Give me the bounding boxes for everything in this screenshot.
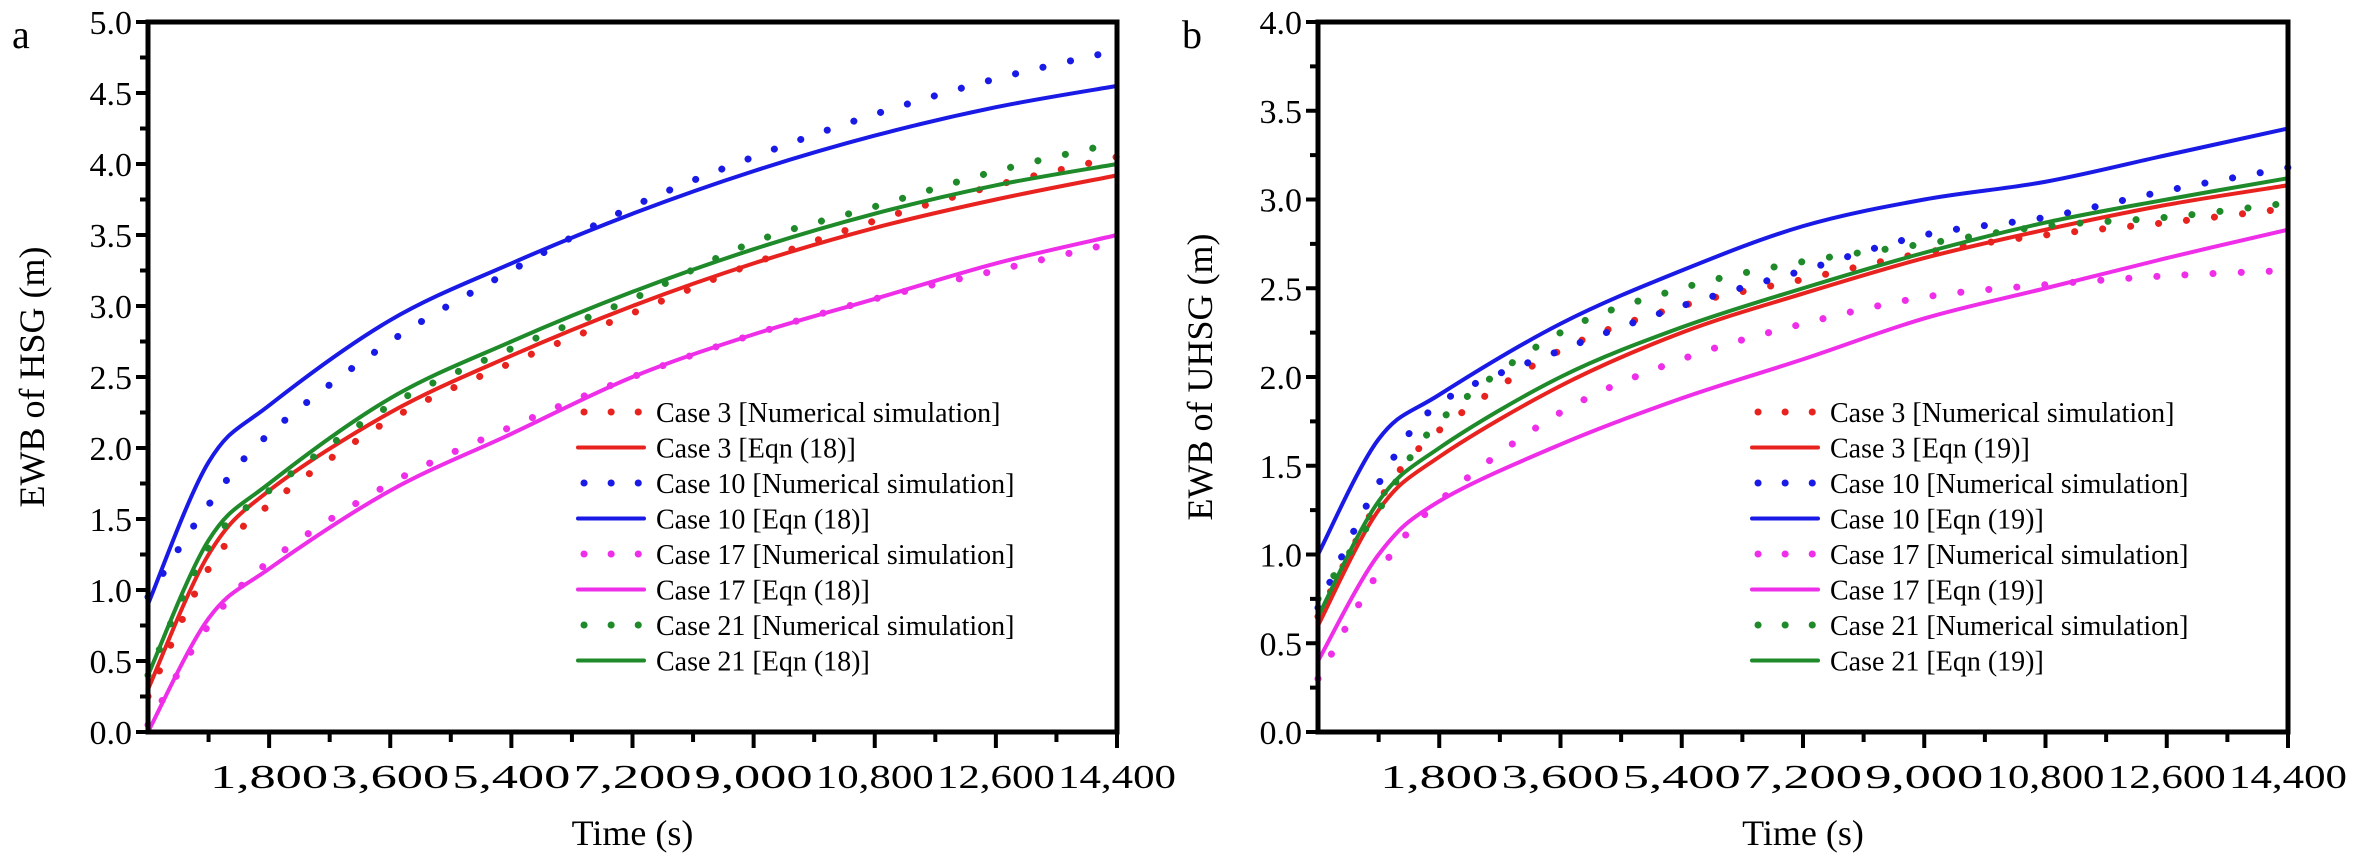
x-tick-label: 12,600: [937, 759, 1055, 796]
legend-label: Case 10 [Eqn (19)]: [1830, 505, 2044, 536]
y-tick-label: 3.5: [90, 218, 133, 255]
y-tick-label: 0.0: [1260, 715, 1303, 752]
legend-label: Case 21 [Eqn (18)]: [656, 647, 870, 678]
legend-label: Case 17 [Eqn (18)]: [656, 576, 870, 607]
legend-label: Case 3 [Numerical simulation]: [656, 398, 1000, 429]
y-tick-label: 4.0: [90, 147, 133, 184]
series-line-case-21-eqn-18: [146, 162, 1119, 678]
x-axis-title: Time (s): [1742, 813, 1864, 853]
x-tick-label: 10,800: [1987, 759, 2105, 796]
panel-letter: b: [1182, 12, 1202, 57]
legend-label: Case 10 [Eqn (18)]: [656, 505, 870, 536]
x-tick-label: 9,000: [695, 759, 813, 796]
legend-item: Case 17 [Numerical simulation]: [1754, 540, 2188, 571]
series-group: [1314, 126, 2292, 683]
y-tick-label: 3.0: [1260, 183, 1303, 220]
x-tick-label: 1,800: [210, 759, 328, 796]
legend-label: Case 21 [Numerical simulation]: [656, 611, 1014, 642]
legend-item: Case 21 [Eqn (19)]: [1750, 647, 2044, 678]
x-tick-label: 10,800: [816, 759, 934, 796]
legend-label: Case 17 [Eqn (19)]: [1830, 576, 2044, 607]
x-tick-label: 14,400: [1058, 759, 1176, 796]
legend-item: Case 10 [Eqn (18)]: [576, 505, 870, 536]
legend-item: Case 17 [Numerical simulation]: [580, 540, 1014, 571]
series-line-case-17-eqn-18: [146, 233, 1119, 734]
y-tick-label: 0.5: [90, 644, 133, 681]
y-tick-label: 1.0: [90, 573, 133, 610]
legend-item: Case 21 [Numerical simulation]: [1754, 611, 2188, 642]
x-tick-label: 1,800: [1380, 759, 1498, 796]
y-tick-label: 2.0: [90, 431, 133, 468]
legend-item: Case 21 [Eqn (18)]: [576, 647, 870, 678]
legend-item: Case 10 [Eqn (19)]: [1750, 505, 2044, 536]
series-line-case-21-numerical-simulation: [1314, 199, 2292, 603]
legend-label: Case 10 [Numerical simulation]: [656, 469, 1014, 500]
legend-label: Case 17 [Numerical simulation]: [656, 540, 1014, 571]
y-tick-label: 4.0: [1260, 5, 1303, 42]
x-tick-label: 3,600: [331, 759, 449, 796]
x-tick-label: 14,400: [2229, 759, 2347, 796]
series-line-case-3-eqn-19: [1316, 183, 2290, 628]
series-group: [144, 46, 1121, 734]
legend-label: Case 21 [Numerical simulation]: [1830, 611, 2188, 642]
y-tick-label: 1.0: [1260, 538, 1303, 575]
x-tick-label: 5,400: [452, 759, 570, 796]
legend-item: Case 21 [Numerical simulation]: [580, 611, 1014, 642]
chart-panel-a: a 0.0 0.5 1.0 1.5 2.0 2.5 3.0 3.5 4.0 4.5 5.0 1,800 3…: [12, 5, 1176, 853]
series-line-case-17-eqn-19: [1316, 227, 2290, 663]
legend-item: Case 3 [Eqn (18)]: [576, 434, 856, 465]
legend-label: Case 3 [Eqn (19)]: [1830, 434, 2030, 465]
y-tick-label: 0.0: [90, 715, 133, 752]
legend-item: Case 17 [Eqn (18)]: [576, 576, 870, 607]
series-line-case-10-eqn-18: [146, 83, 1119, 607]
legend-label: Case 3 [Eqn (18)]: [656, 434, 856, 465]
y-tick-label: 4.5: [90, 76, 133, 113]
y-axis-title: EWB of UHSG (m): [1180, 234, 1220, 521]
y-tick-label: 5.0: [90, 5, 133, 42]
x-tick-label: 12,600: [2108, 759, 2226, 796]
legend-item: Case 3 [Numerical simulation]: [580, 398, 1000, 429]
y-tick-label: 1.5: [90, 502, 133, 539]
chart-panel-b: b 0.0 0.5 1.0 1.5 2.0 2.5 3.0 3.5 4.0 1,800 3,600 5,…: [1180, 5, 2347, 853]
x-tick-label: 7,200: [1744, 759, 1862, 796]
legend-item: Case 17 [Eqn (19)]: [1750, 576, 2044, 607]
y-tick-label: 1.5: [1260, 449, 1303, 486]
y-tick-label: 3.0: [90, 289, 133, 326]
panel-letter: a: [12, 12, 30, 57]
legend-label: Case 3 [Numerical simulation]: [1830, 398, 2174, 429]
legend-item: Case 3 [Numerical simulation]: [1754, 398, 2174, 429]
legend: Case 3 [Numerical simulation] Case 3 [Eqn…: [576, 398, 1014, 678]
legend-label: Case 21 [Eqn (19)]: [1830, 647, 2044, 678]
y-tick-label: 3.5: [1260, 94, 1303, 131]
legend-item: Case 3 [Eqn (19)]: [1750, 434, 2030, 465]
legend-label: Case 17 [Numerical simulation]: [1830, 540, 2188, 571]
legend-item: Case 10 [Numerical simulation]: [580, 469, 1014, 500]
legend: Case 3 [Numerical simulation] Case 3 [Eqn…: [1750, 398, 2188, 678]
x-tick-label: 5,400: [1623, 759, 1741, 796]
legend-label: Case 10 [Numerical simulation]: [1830, 469, 2188, 500]
x-tick-label: 9,000: [1865, 759, 1983, 796]
y-tick-label: 2.5: [1260, 271, 1303, 308]
series-line-case-10-eqn-19: [1316, 126, 2290, 557]
x-tick-label: 7,200: [574, 759, 692, 796]
x-tick-label: 3,600: [1502, 759, 1620, 796]
series-line-case-10-numerical-simulation: [144, 46, 1121, 601]
series-line-case-3-eqn-18: [146, 173, 1119, 692]
y-tick-label: 2.5: [90, 360, 133, 397]
y-tick-label: 0.5: [1260, 626, 1303, 663]
series-line-case-21-eqn-19: [1316, 176, 2290, 619]
x-axis-title: Time (s): [572, 813, 694, 853]
y-tick-label: 2.0: [1260, 360, 1303, 397]
legend-item: Case 10 [Numerical simulation]: [1754, 469, 2188, 500]
series-line-case-17-numerical-simulation: [144, 238, 1121, 729]
y-axis-title: EWB of HSG (m): [12, 247, 52, 508]
